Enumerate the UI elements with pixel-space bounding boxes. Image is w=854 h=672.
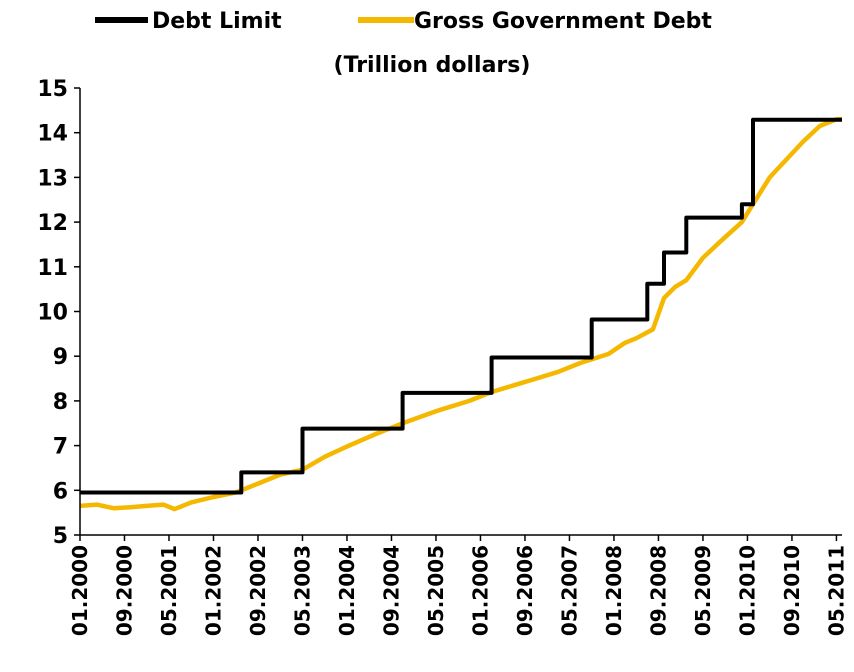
y-tick-label: 13 [37,166,68,191]
y-tick-label: 7 [53,435,68,460]
x-tick-label: 01.2006 [468,545,492,636]
x-tick-label: 09.2004 [379,545,403,636]
x-tick-label: 05.2011 [824,545,848,636]
y-tick-label: 14 [37,122,68,147]
x-tick-label: 09.2006 [513,545,537,636]
y-tick-label: 11 [37,256,68,281]
y-tick-label: 8 [53,390,68,415]
y-tick-label: 12 [37,211,68,236]
x-tick-label: 09.2000 [112,545,136,636]
x-tick-label: 05.2009 [691,545,715,636]
x-tick-label: 09.2008 [646,545,670,636]
x-tick-label: 09.2002 [246,545,270,636]
legend-label-debt-limit: Debt Limit [152,9,282,34]
x-tick-label: 01.2000 [68,545,92,636]
legend-label-gross-debt: Gross Government Debt [414,9,712,34]
y-tick-label: 9 [53,345,68,370]
series-line-debt-limit [80,117,842,495]
x-tick-label: 09.2010 [780,545,804,636]
y-tick-label: 10 [37,301,68,326]
series-layer [79,117,842,512]
legend: Debt Limit Gross Government Debt [95,9,712,34]
x-tick-label: 01.2004 [335,545,359,636]
x-tick-label: 05.2005 [424,545,448,636]
y-tick-label: 6 [53,479,68,504]
y-tick-label: 15 [37,77,68,102]
chart-subtitle: (Trillion dollars) [334,53,531,78]
x-tick-label: 05.2001 [157,545,181,636]
x-tick-label: 01.2002 [201,545,225,636]
y-axis-ticks: 5 6 7 8 9 10 11 12 13 14 15 [37,77,80,549]
x-axis-ticks: 01.2000 09.2000 05.2001 01.2002 09.2002 05.20… [68,535,848,636]
x-tick-label: 05.2003 [290,545,314,636]
x-tick-label: 01.2010 [735,545,759,636]
y-tick-label: 5 [53,524,68,549]
x-tick-label: 05.2007 [557,545,581,636]
x-tick-label: 01.2008 [602,545,626,636]
series-line-gross-government-debt [79,117,842,512]
